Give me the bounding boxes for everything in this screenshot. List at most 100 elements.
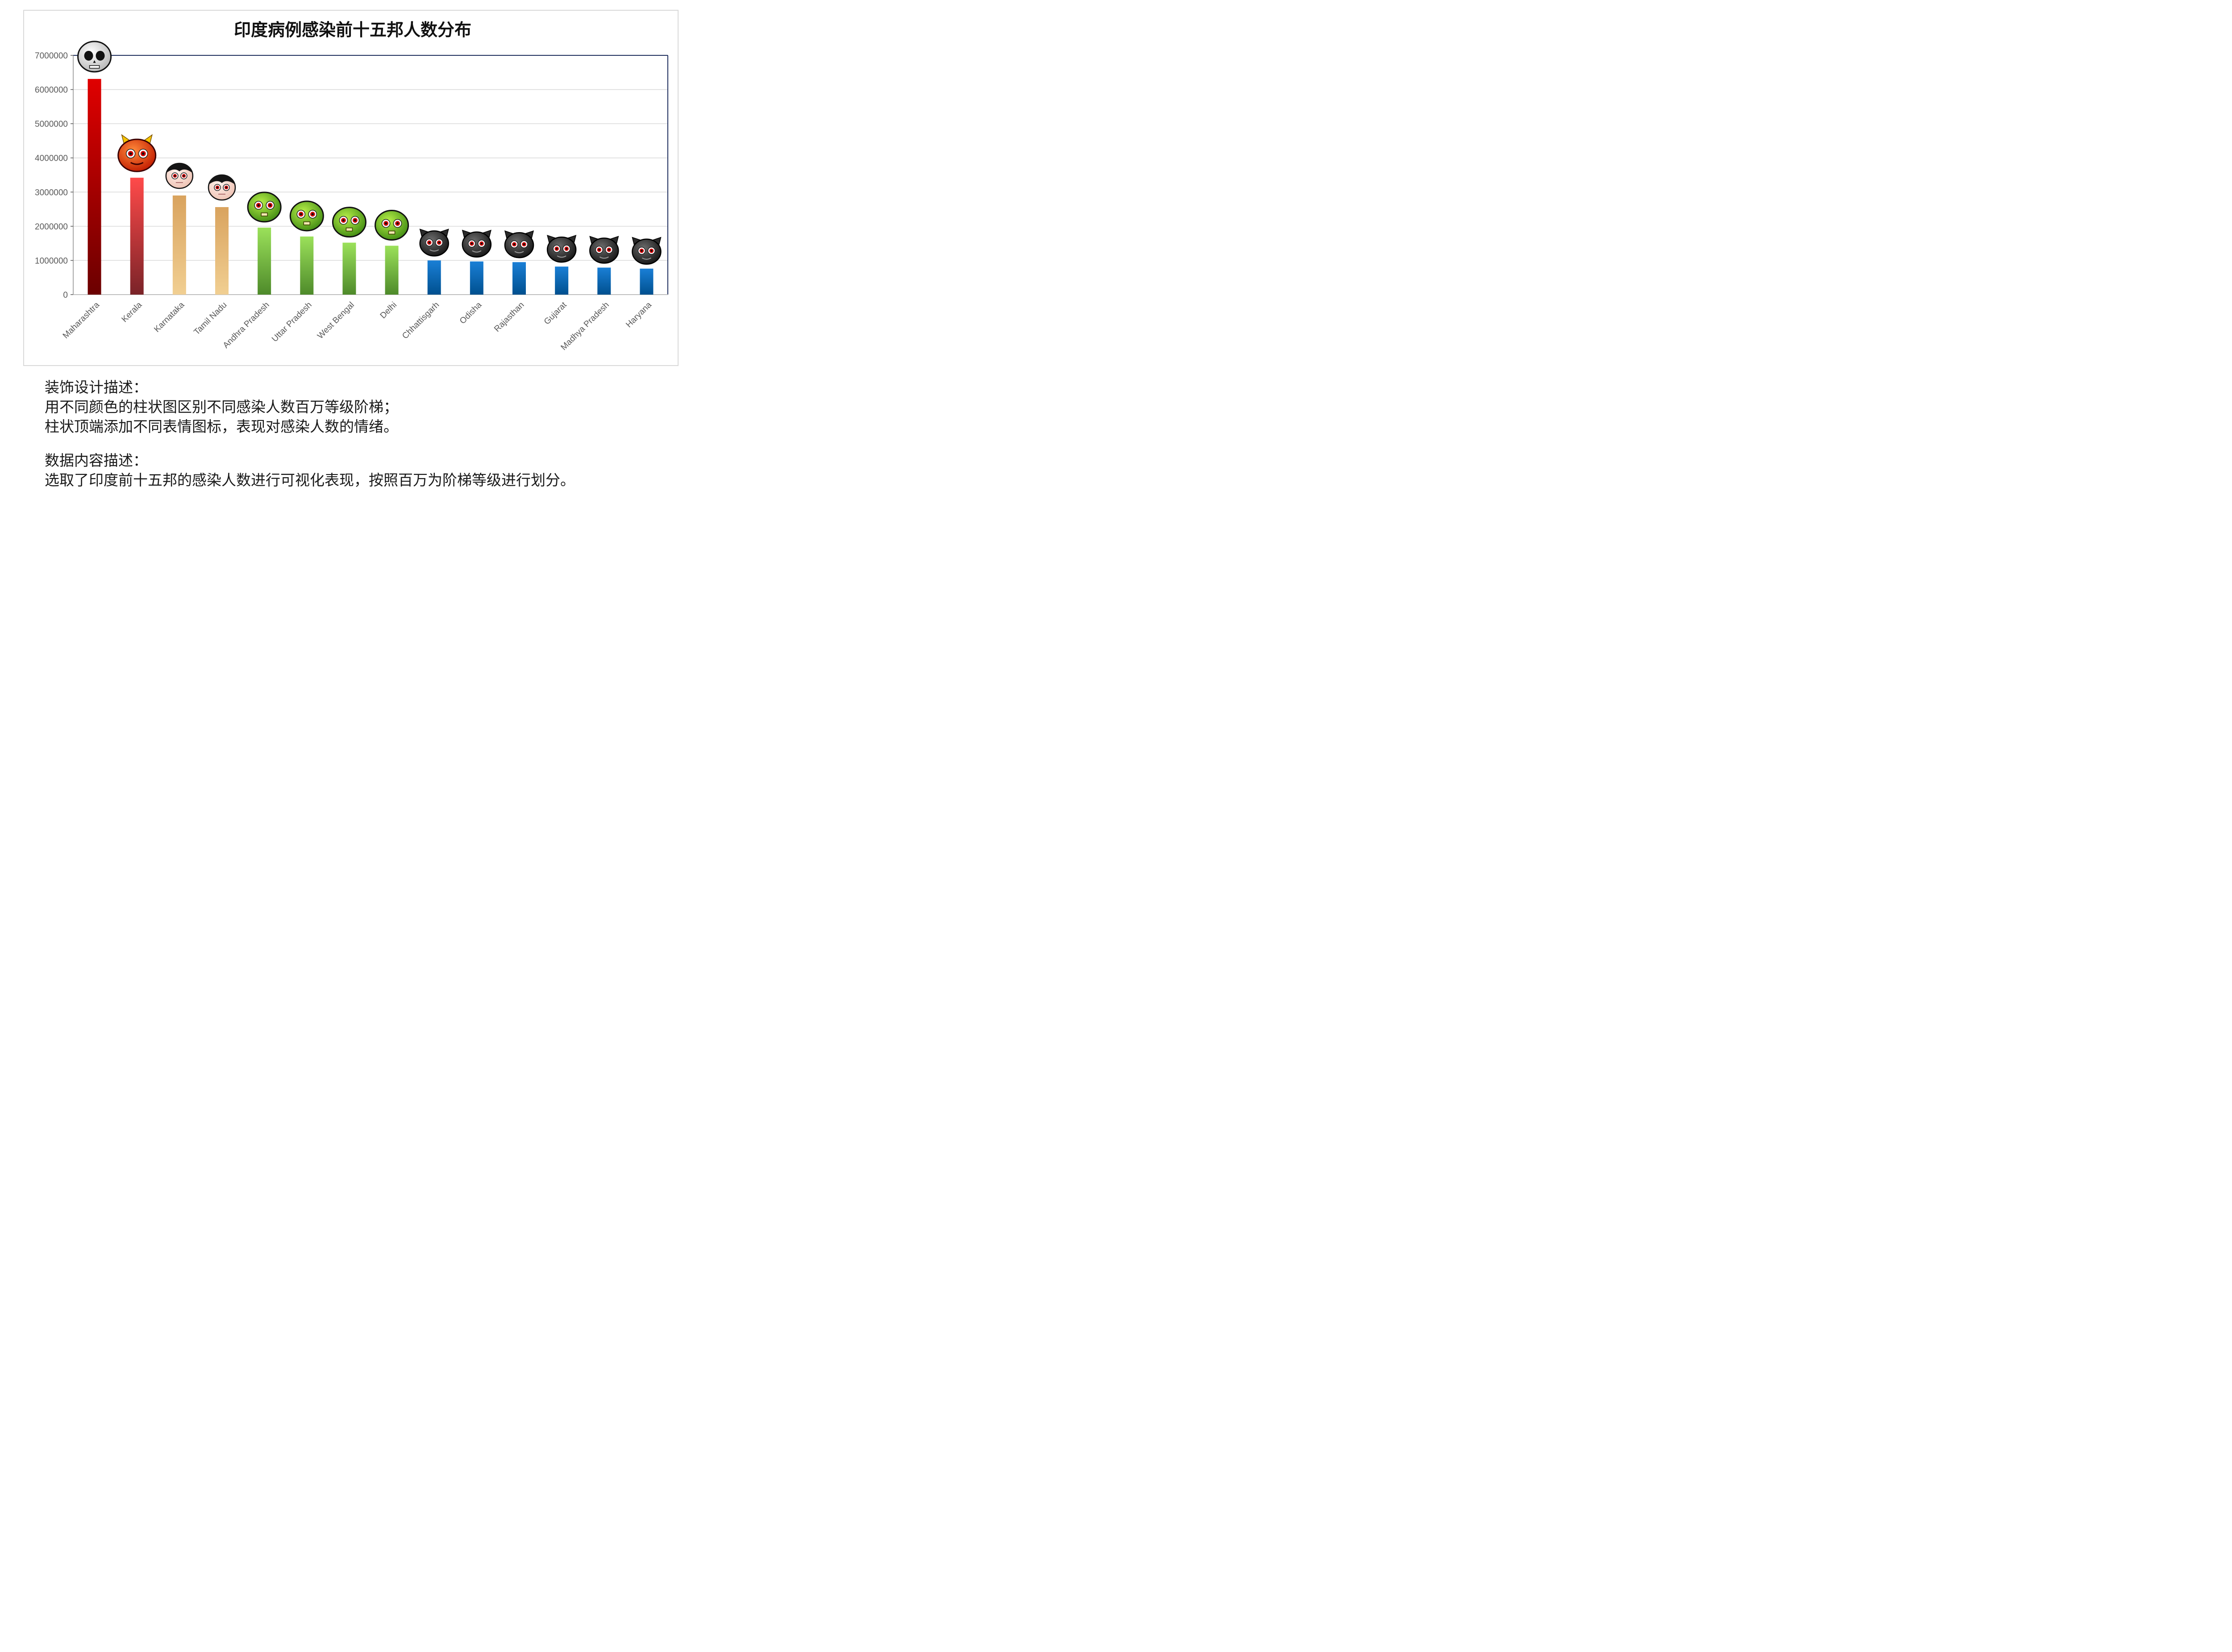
bar-uttar-pradesh — [300, 236, 314, 295]
pupil — [354, 219, 356, 222]
beast-face-icon — [504, 230, 534, 258]
mouth — [130, 162, 144, 165]
bar-haryana — [640, 268, 654, 295]
beast-face-icon — [589, 236, 619, 264]
beast-head — [589, 237, 619, 264]
bar-chart: 印度病例感染前十五邦人数分布 0 1000000 2000000 3000000 400… — [35, 20, 668, 352]
bar-maharashtra — [87, 79, 101, 295]
bar-madhya-pradesh — [597, 267, 611, 295]
beast-face-icon — [419, 229, 449, 257]
data-heading: 数据内容描述： — [45, 452, 148, 469]
zombie-head — [375, 210, 409, 241]
mouth — [514, 251, 524, 254]
beast-head — [504, 232, 534, 258]
pupil — [650, 250, 653, 252]
beast-face-icon — [546, 235, 577, 263]
eye-socket — [96, 50, 105, 61]
mouth — [557, 255, 566, 258]
y-tick-label: 2000000 — [35, 222, 68, 232]
pupil — [217, 187, 218, 188]
mouth — [599, 256, 609, 259]
x-tick-label: Odisha — [458, 300, 484, 326]
mouth — [303, 221, 311, 225]
design-line-2: 柱状顶端添加不同表情图标，表现对感染人数的情绪。 — [45, 418, 398, 435]
bar-chhattisgarh — [427, 260, 441, 295]
hair — [208, 175, 235, 185]
vampire-face-icon — [208, 174, 236, 201]
bar-gujarat — [555, 266, 569, 295]
pupil — [641, 250, 643, 252]
beast-head — [462, 231, 492, 258]
beast-face-icon — [462, 229, 492, 258]
x-tick-label: Maharashtra — [61, 300, 102, 341]
zombie-face-icon — [247, 191, 282, 223]
pupil — [513, 243, 516, 246]
chart-title: 印度病例感染前十五邦人数分布 — [234, 20, 471, 40]
pupil — [608, 249, 610, 251]
mouth — [261, 212, 268, 216]
pupil — [385, 222, 387, 225]
mouth — [641, 257, 651, 260]
zombie-head — [247, 191, 282, 223]
design-line-1: 用不同颜色的柱状图区别不同感染人数百万等级阶梯； — [45, 398, 398, 416]
bar-andhra-pradesh — [258, 227, 271, 295]
pupil — [555, 247, 558, 250]
x-tick-label: Kerala — [120, 300, 144, 324]
pupil — [396, 222, 399, 225]
beast-head — [632, 238, 662, 265]
x-tick-label: Karnataka — [152, 300, 186, 334]
pupil — [300, 213, 302, 216]
zombie-head — [332, 207, 366, 238]
chart-card: 印度病例感染前十五邦人数分布 0 1000000 2000000 3000000 400… — [23, 10, 679, 366]
mouth — [472, 250, 482, 253]
eye-socket — [84, 50, 93, 61]
data-line-1: 选取了印度前十五邦的感染人数进行可视化表现，按照百万为阶梯等级进行划分。 — [45, 471, 575, 489]
devil-head — [117, 138, 157, 172]
x-tick-label: Chhattisgarh — [400, 300, 441, 341]
pupil — [269, 204, 271, 207]
pupil — [438, 241, 440, 244]
x-tick-label: Rajasthan — [492, 300, 526, 334]
design-heading: 装饰设计描述： — [45, 379, 148, 396]
description-notes: 装饰设计描述： 用不同颜色的柱状图区别不同感染人数百万等级阶梯； 柱状顶端添加不… — [45, 378, 679, 490]
notes-spacer — [45, 437, 679, 451]
beast-head — [546, 236, 577, 263]
skull-icon — [77, 41, 112, 73]
pupil — [480, 242, 483, 245]
y-tick-label: 4000000 — [35, 154, 68, 163]
mouth — [429, 249, 439, 252]
mouth — [388, 230, 396, 235]
beast-face-icon — [632, 237, 662, 265]
bar-tamil-nadu — [215, 207, 229, 295]
bar-karnataka — [172, 195, 186, 295]
y-tick-label: 5000000 — [35, 120, 68, 129]
pupil — [257, 204, 260, 207]
skull-head — [77, 41, 112, 73]
zombie-face-icon — [289, 200, 324, 232]
pupil — [129, 152, 132, 155]
vampire-face-icon — [165, 162, 194, 189]
x-tick-label: Haryana — [624, 300, 654, 329]
bar-kerala — [130, 178, 144, 295]
bar-west-bengal — [342, 242, 356, 295]
y-tick-label: 0 — [63, 291, 68, 300]
pupil — [225, 187, 227, 188]
pupil — [311, 213, 314, 216]
y-tick-label: 1000000 — [35, 256, 68, 266]
bar-rajasthan — [512, 262, 526, 295]
x-tick-label: Tamil Nadu — [192, 300, 229, 337]
x-tick-label: Delhi — [379, 300, 399, 320]
hair — [166, 163, 193, 173]
beast-head — [419, 230, 449, 257]
x-tick-label: Uttar Pradesh — [270, 300, 314, 344]
x-tick-label: Gujarat — [542, 300, 569, 326]
pupil — [523, 243, 525, 246]
bar-odisha — [470, 261, 483, 295]
zombie-face-icon — [375, 210, 409, 241]
pupil — [142, 152, 145, 155]
teeth — [89, 65, 100, 69]
pupil — [565, 247, 568, 250]
zombie-head — [289, 200, 324, 232]
pupil — [342, 219, 345, 222]
zombie-face-icon — [332, 207, 366, 238]
